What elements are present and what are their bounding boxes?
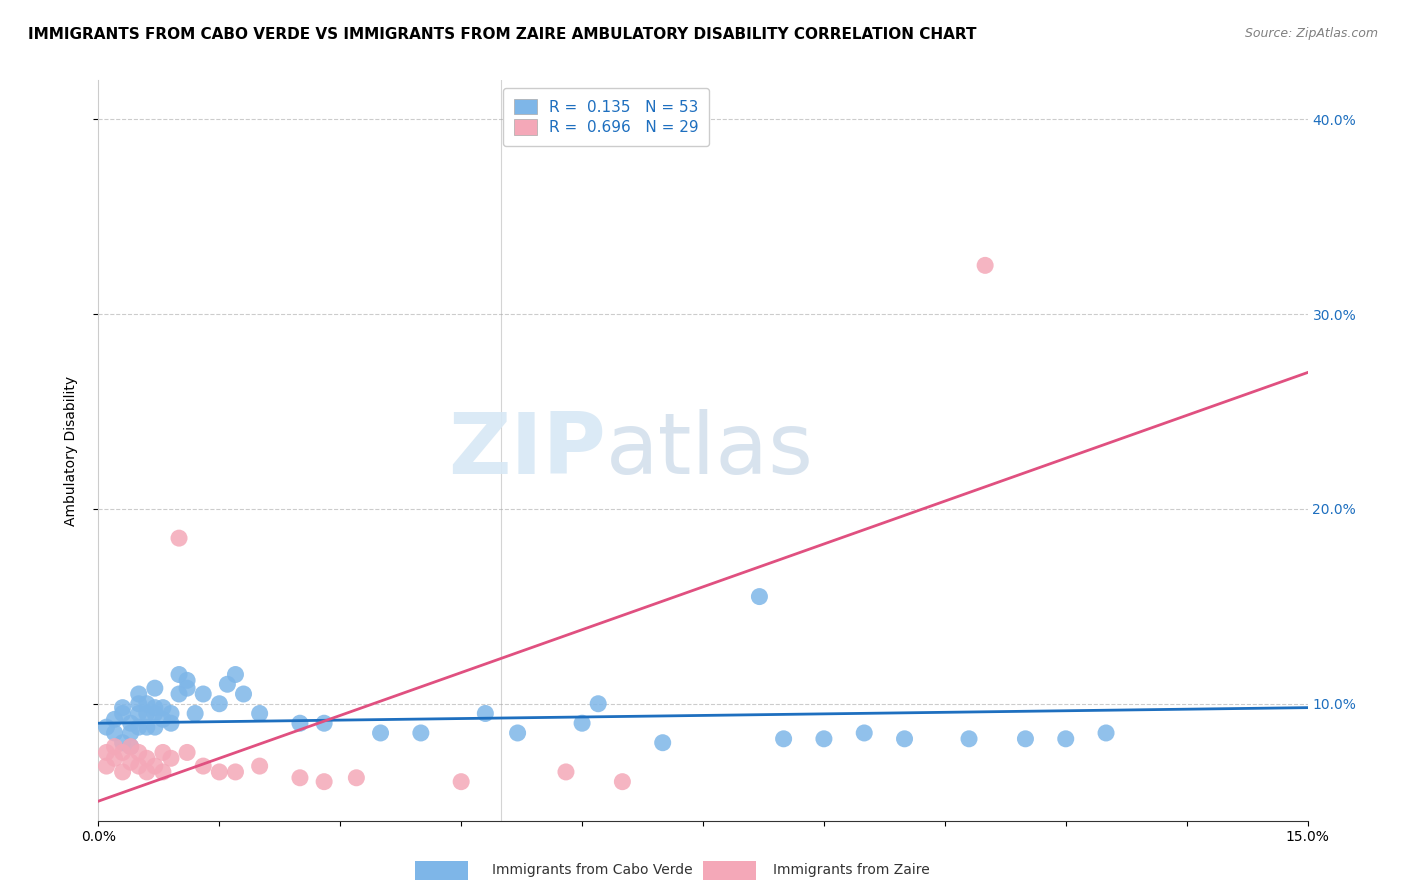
Point [176, 673, 198, 688]
Point [344, 771, 367, 785]
Point [224, 764, 246, 779]
Point [893, 731, 915, 746]
Point [152, 746, 174, 760]
Point [128, 759, 150, 773]
Point [160, 706, 183, 721]
Point [314, 716, 336, 731]
Point [96, 720, 118, 734]
Point [103, 712, 125, 726]
Point [772, 731, 794, 746]
Point [167, 531, 190, 545]
Point [957, 731, 980, 746]
Point [409, 726, 432, 740]
Point [249, 759, 271, 773]
Point [612, 774, 634, 789]
Y-axis label: Ambulatory Disability: Ambulatory Disability [63, 376, 77, 525]
Point [974, 258, 997, 272]
Point [103, 739, 125, 754]
Text: IMMIGRANTS FROM CABO VERDE VS IMMIGRANTS FROM ZAIRE AMBULATORY DISABILITY CORREL: IMMIGRANTS FROM CABO VERDE VS IMMIGRANTS… [28, 27, 977, 42]
Point [152, 700, 174, 714]
Point [96, 759, 118, 773]
Point [135, 751, 157, 765]
Point [120, 739, 142, 754]
Point [176, 681, 198, 695]
Point [506, 726, 529, 740]
Point [167, 667, 190, 681]
Point [120, 739, 142, 754]
Point [135, 706, 157, 721]
Point [128, 706, 150, 721]
Point [111, 764, 134, 779]
Point [167, 687, 190, 701]
Point [176, 746, 198, 760]
Point [208, 764, 231, 779]
Point [111, 706, 134, 721]
Point [555, 764, 578, 779]
Point [288, 716, 311, 731]
Point [111, 746, 134, 760]
Point [1095, 726, 1118, 740]
Point [128, 720, 150, 734]
Point [370, 726, 392, 740]
Point [748, 590, 770, 604]
Text: Immigrants from Zaire: Immigrants from Zaire [773, 863, 929, 877]
Point [143, 681, 166, 695]
Point [314, 774, 336, 789]
Point [152, 764, 174, 779]
Point [135, 697, 157, 711]
Point [249, 706, 271, 721]
Point [111, 700, 134, 714]
Text: ZIP: ZIP [449, 409, 606, 492]
Point [120, 726, 142, 740]
Point [853, 726, 876, 740]
Point [193, 687, 215, 701]
Point [96, 746, 118, 760]
Point [152, 712, 174, 726]
Point [143, 759, 166, 773]
Point [217, 677, 239, 691]
Point [208, 697, 231, 711]
Point [143, 720, 166, 734]
Point [143, 700, 166, 714]
Point [111, 736, 134, 750]
Point [103, 751, 125, 765]
Point [135, 720, 157, 734]
Point [160, 716, 183, 731]
Point [1054, 731, 1077, 746]
Point [193, 759, 215, 773]
Point [128, 687, 150, 701]
Point [120, 716, 142, 731]
Point [288, 771, 311, 785]
Point [450, 774, 472, 789]
Point [128, 697, 150, 711]
Point [160, 751, 183, 765]
Point [474, 706, 496, 721]
Point [184, 706, 207, 721]
Text: Immigrants from Cabo Verde: Immigrants from Cabo Verde [492, 863, 693, 877]
Point [232, 687, 254, 701]
Legend: R =  0.135   N = 53, R =  0.696   N = 29: R = 0.135 N = 53, R = 0.696 N = 29 [503, 88, 710, 146]
Text: Source: ZipAtlas.com: Source: ZipAtlas.com [1244, 27, 1378, 40]
Point [103, 726, 125, 740]
Point [1014, 731, 1036, 746]
Point [143, 706, 166, 721]
Point [224, 667, 246, 681]
Point [135, 764, 157, 779]
Point [651, 736, 673, 750]
Point [586, 697, 609, 711]
Text: atlas: atlas [606, 409, 814, 492]
Point [813, 731, 835, 746]
Point [571, 716, 593, 731]
Point [120, 755, 142, 769]
Point [128, 746, 150, 760]
